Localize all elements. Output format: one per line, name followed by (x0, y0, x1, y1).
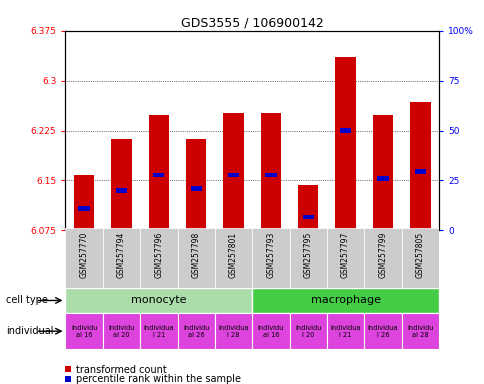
Bar (223, 113, 243, 230)
Text: GSM257796: GSM257796 (154, 232, 163, 278)
Bar (74, 175, 94, 230)
Text: individua
l 21: individua l 21 (330, 325, 360, 338)
Text: individua
l 21: individua l 21 (143, 325, 174, 338)
Bar (252, 313, 289, 349)
Bar (140, 313, 177, 349)
Text: individu
al 16: individu al 16 (71, 325, 97, 338)
Text: individual: individual (6, 326, 53, 336)
Bar (363, 313, 401, 349)
Bar (177, 228, 214, 288)
Text: individu
al 16: individu al 16 (257, 325, 284, 338)
Bar (252, 288, 438, 313)
Text: cell type: cell type (6, 295, 47, 305)
Bar (65, 288, 252, 313)
Text: GSM257798: GSM257798 (191, 232, 200, 278)
Text: percentile rank within the sample: percentile rank within the sample (76, 374, 241, 384)
Bar (78, 206, 90, 211)
Text: transformed count: transformed count (76, 365, 166, 375)
Text: monocyte: monocyte (131, 295, 186, 306)
Text: individu
al 20: individu al 20 (108, 325, 135, 338)
Bar (326, 228, 363, 288)
Bar (289, 313, 326, 349)
Bar (260, 113, 281, 230)
Bar (103, 313, 140, 349)
Text: GSM257795: GSM257795 (303, 232, 312, 278)
Bar (214, 313, 252, 349)
Text: individu
l 20: individu l 20 (294, 325, 321, 338)
Bar (185, 139, 206, 230)
Bar (339, 128, 350, 133)
Bar (65, 313, 103, 349)
Bar (111, 139, 132, 230)
Text: individua
l 28: individua l 28 (218, 325, 248, 338)
Bar (65, 228, 103, 288)
Text: GSM257794: GSM257794 (117, 232, 126, 278)
Bar (363, 228, 401, 288)
Bar (153, 173, 164, 177)
Bar (372, 115, 393, 230)
Bar (289, 228, 326, 288)
Bar (377, 176, 388, 181)
Bar (227, 173, 239, 177)
Bar (116, 188, 127, 193)
Text: individu
al 28: individu al 28 (406, 325, 433, 338)
Text: GSM257799: GSM257799 (378, 232, 387, 278)
Text: GSM257793: GSM257793 (266, 232, 275, 278)
Bar (214, 228, 252, 288)
Text: individu
al 26: individu al 26 (182, 325, 209, 338)
Bar (297, 185, 318, 230)
Bar (148, 115, 169, 230)
Bar (103, 228, 140, 288)
Text: GSM257805: GSM257805 (415, 232, 424, 278)
Bar (252, 228, 289, 288)
Text: individua
l 26: individua l 26 (367, 325, 397, 338)
Bar (140, 228, 177, 288)
Text: GSM257797: GSM257797 (340, 232, 349, 278)
Text: GSM257770: GSM257770 (79, 232, 89, 278)
Text: GSM257801: GSM257801 (228, 232, 238, 278)
Bar (401, 228, 438, 288)
Bar (414, 169, 425, 174)
Title: GDS3555 / 106900142: GDS3555 / 106900142 (181, 17, 323, 30)
Bar (409, 102, 430, 230)
Bar (177, 313, 214, 349)
Bar (334, 57, 355, 230)
Bar (326, 313, 363, 349)
Bar (302, 215, 313, 219)
Bar (190, 186, 201, 191)
Text: macrophage: macrophage (310, 295, 380, 306)
Bar (265, 173, 276, 177)
Bar (401, 313, 438, 349)
